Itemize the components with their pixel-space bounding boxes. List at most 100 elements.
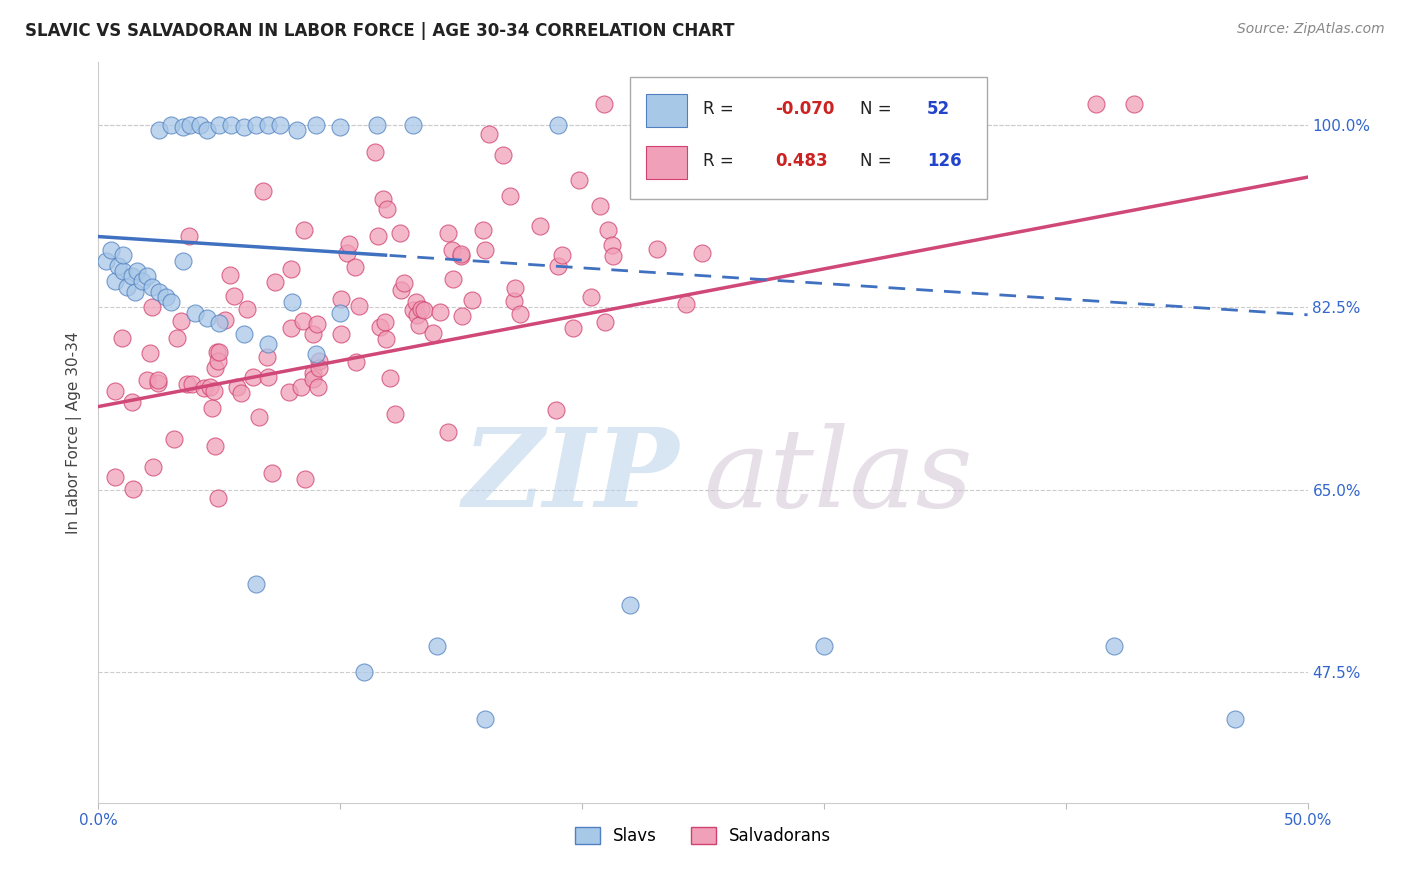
- Point: [706, 169, 728, 184]
- Point: [405, 308, 427, 322]
- Point: [308, 354, 330, 368]
- Text: 0.483: 0.483: [776, 152, 828, 169]
- Point: [405, 294, 427, 309]
- Point: [202, 384, 225, 398]
- Point: [245, 118, 267, 132]
- Point: [219, 268, 242, 283]
- Point: [509, 306, 531, 320]
- Point: [375, 332, 398, 346]
- Point: [305, 118, 328, 132]
- Point: [378, 370, 401, 384]
- Point: [207, 354, 229, 368]
- Point: [581, 290, 603, 304]
- Point: [441, 272, 464, 286]
- Point: [180, 376, 202, 391]
- Point: [450, 247, 472, 261]
- Point: [375, 202, 398, 216]
- Point: [242, 370, 264, 384]
- Point: [162, 432, 184, 446]
- Point: [690, 245, 713, 260]
- Point: [640, 129, 662, 144]
- Point: [394, 276, 416, 290]
- Point: [374, 314, 396, 328]
- Point: [503, 281, 526, 295]
- Point: [302, 366, 325, 380]
- Point: [813, 640, 835, 654]
- Point: [232, 120, 254, 134]
- Point: [589, 199, 612, 213]
- Point: [195, 310, 218, 325]
- Point: [441, 243, 464, 257]
- Point: [547, 118, 569, 132]
- Point: [256, 351, 278, 365]
- Point: [104, 469, 127, 483]
- Text: R =: R =: [703, 100, 740, 118]
- FancyBboxPatch shape: [647, 95, 688, 127]
- Point: [142, 460, 165, 475]
- Point: [204, 439, 226, 453]
- Point: [135, 269, 157, 284]
- Point: [437, 226, 460, 240]
- Point: [247, 410, 270, 425]
- Text: N =: N =: [860, 152, 897, 169]
- Point: [124, 285, 146, 299]
- Point: [336, 246, 359, 260]
- Text: SLAVIC VS SALVADORAN IN LABOR FORCE | AGE 30-34 CORRELATION CHART: SLAVIC VS SALVADORAN IN LABOR FORCE | AG…: [25, 22, 735, 40]
- Point: [450, 309, 472, 323]
- Point: [389, 283, 412, 297]
- Point: [349, 299, 371, 313]
- Point: [870, 127, 893, 141]
- Point: [292, 223, 315, 237]
- Point: [633, 153, 655, 168]
- Point: [291, 313, 314, 327]
- Point: [305, 347, 328, 361]
- Point: [104, 384, 127, 399]
- Point: [474, 712, 496, 726]
- Text: R =: R =: [703, 152, 744, 169]
- Point: [138, 346, 160, 360]
- Point: [337, 236, 360, 251]
- Text: 126: 126: [927, 152, 962, 169]
- Point: [602, 249, 624, 263]
- Point: [699, 168, 721, 182]
- Point: [188, 118, 211, 132]
- Point: [474, 243, 496, 257]
- Point: [600, 237, 623, 252]
- Point: [146, 376, 169, 391]
- Point: [450, 249, 472, 263]
- Point: [388, 227, 411, 241]
- Point: [561, 321, 583, 335]
- Point: [169, 314, 191, 328]
- Point: [461, 293, 484, 308]
- Point: [1084, 97, 1107, 112]
- Point: [221, 118, 243, 132]
- Point: [155, 290, 177, 304]
- Point: [551, 248, 574, 262]
- Point: [184, 306, 207, 320]
- Text: atlas: atlas: [703, 424, 973, 531]
- Point: [436, 425, 458, 440]
- Point: [285, 123, 308, 137]
- Point: [329, 120, 352, 134]
- Point: [205, 344, 228, 359]
- Point: [409, 301, 432, 316]
- Point: [896, 103, 918, 117]
- Point: [1122, 97, 1144, 112]
- Point: [160, 118, 183, 132]
- FancyBboxPatch shape: [647, 146, 688, 178]
- Point: [111, 264, 134, 278]
- Point: [675, 297, 697, 311]
- Point: [195, 123, 218, 137]
- Point: [141, 301, 163, 315]
- Point: [343, 260, 366, 274]
- Point: [408, 318, 430, 332]
- Point: [592, 97, 614, 112]
- Point: [193, 381, 215, 395]
- Point: [426, 640, 449, 654]
- Point: [789, 117, 811, 131]
- Point: [492, 148, 515, 162]
- Point: [659, 97, 682, 112]
- Point: [367, 229, 389, 244]
- Point: [245, 577, 267, 591]
- Point: [502, 293, 524, 308]
